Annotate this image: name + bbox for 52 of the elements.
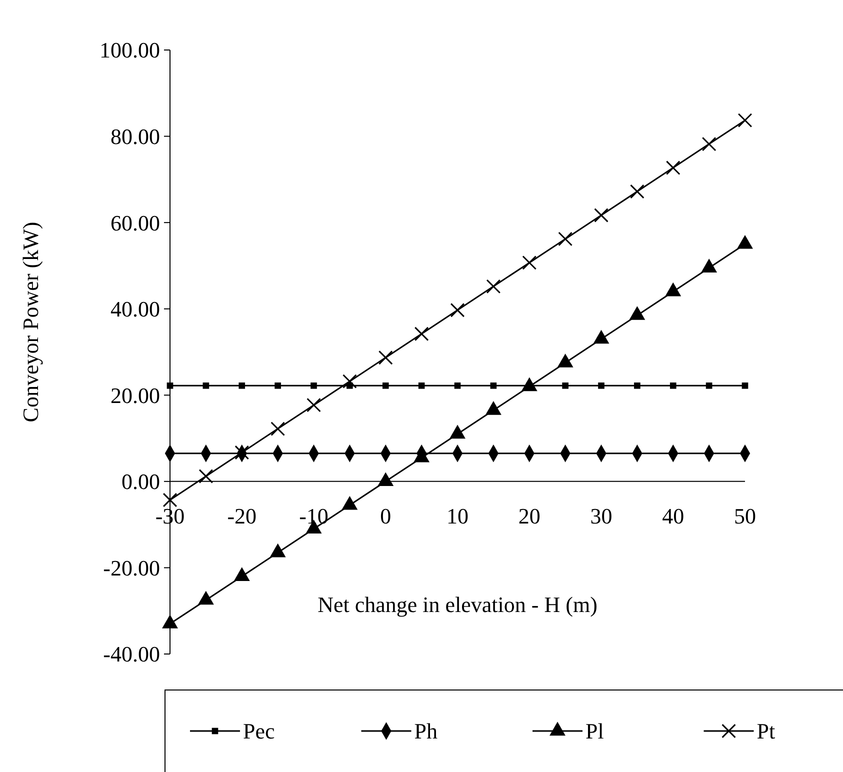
legend-label: Ph	[414, 718, 438, 744]
x-tick-label: 30	[590, 503, 612, 528]
point	[450, 302, 465, 318]
x-tick-label: 40	[662, 503, 684, 528]
point	[594, 208, 608, 222]
point	[418, 382, 425, 389]
x-axis-title: Net change in elevation - H (m)	[318, 592, 598, 617]
point	[202, 382, 210, 389]
y-tick-label: -40.00	[103, 642, 160, 667]
point	[166, 382, 174, 389]
y-axis-title: Conveyor Power (kW)	[18, 222, 43, 422]
point	[310, 382, 317, 389]
point	[706, 382, 712, 389]
y-tick-label: 80.00	[110, 124, 160, 149]
y-tick-label: 60.00	[110, 210, 160, 236]
point	[666, 160, 680, 175]
x-tick-label: 0	[380, 503, 392, 528]
point	[342, 374, 357, 389]
point	[670, 382, 676, 389]
x-tick-label: -20	[227, 503, 257, 528]
point	[454, 382, 461, 389]
point	[382, 382, 389, 389]
point	[306, 398, 321, 412]
legend-label: Pl	[586, 718, 604, 744]
x-tick-label: 10	[446, 503, 468, 528]
point	[522, 256, 537, 270]
point	[598, 382, 604, 389]
legend-label: Pt	[756, 718, 776, 744]
point	[634, 382, 640, 389]
point	[490, 382, 497, 389]
point	[486, 279, 501, 294]
point	[270, 422, 286, 436]
legend-label: Pec	[243, 718, 275, 744]
point	[198, 469, 214, 484]
point	[630, 184, 644, 199]
point	[378, 350, 393, 365]
y-tick-label: 40.00	[110, 296, 160, 322]
point	[738, 113, 752, 128]
x-tick-label: 20	[518, 503, 540, 528]
point	[274, 382, 281, 389]
point	[414, 326, 429, 342]
y-tick-label: 20.00	[110, 382, 160, 408]
point	[162, 492, 178, 508]
point	[558, 232, 573, 246]
point	[238, 382, 246, 389]
y-tick-label: 0.00	[122, 469, 160, 494]
x-tick-label: 50	[734, 503, 756, 528]
point	[562, 382, 568, 389]
point	[742, 382, 748, 389]
y-tick-label: -20.00	[103, 555, 160, 580]
y-tick-label: 100.00	[100, 38, 160, 63]
point	[702, 136, 716, 152]
